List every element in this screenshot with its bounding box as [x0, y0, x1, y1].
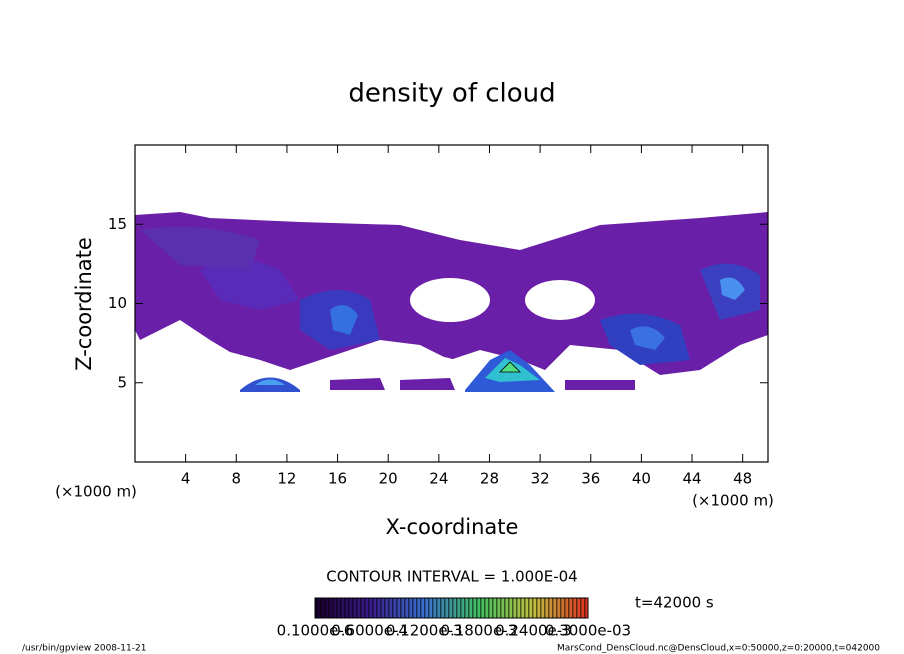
- colorbar-label: 0.1200e-3: [386, 622, 463, 640]
- x-tick-label: 12: [277, 470, 296, 488]
- x-tick-label: 44: [682, 470, 701, 488]
- time-label: t=42000 s: [635, 594, 714, 612]
- chart-title: density of cloud: [348, 79, 555, 109]
- x-axis-label: X-coordinate: [386, 515, 519, 539]
- x-tick-label: 20: [379, 470, 398, 488]
- x-tick-label: 8: [232, 470, 242, 488]
- colorbar-label: 0.1000e-6: [277, 622, 354, 640]
- x-tick-label: 32: [531, 470, 550, 488]
- contour-field: [135, 212, 768, 392]
- x-unit: (×1000 m): [692, 492, 774, 510]
- x-tick-label: 48: [733, 470, 752, 488]
- x-tick-label: 24: [429, 470, 448, 488]
- x-tick-label: 36: [581, 470, 600, 488]
- contour-interval: CONTOUR INTERVAL = 1.000E-04: [326, 568, 577, 586]
- x-tick-label: 28: [480, 470, 499, 488]
- y-unit: (×1000 m): [55, 483, 137, 501]
- y-tick-label: 5: [117, 373, 127, 391]
- colorbar-label: 0.2400e-3: [495, 622, 572, 640]
- y-tick-label: 15: [108, 215, 127, 233]
- x-tick-label: 4: [181, 470, 191, 488]
- footer-right: MarsCond_DensCloud.nc@DensCloud,x=0:5000…: [557, 644, 880, 654]
- colorbar-label: 0.1800e-3: [440, 622, 517, 640]
- colorbar-label: 0.6000e-4: [331, 622, 408, 640]
- x-tick-label: 16: [328, 470, 347, 488]
- colorbar-label: 0.3000e-03: [545, 622, 631, 640]
- y-tick-label: 10: [108, 294, 127, 312]
- colorbar-stripes: [314, 597, 589, 619]
- footer-left: /usr/bin/gpview 2008-11-21: [22, 644, 146, 654]
- y-axis-label: Z-coordinate: [72, 237, 96, 371]
- x-tick-label: 40: [632, 470, 651, 488]
